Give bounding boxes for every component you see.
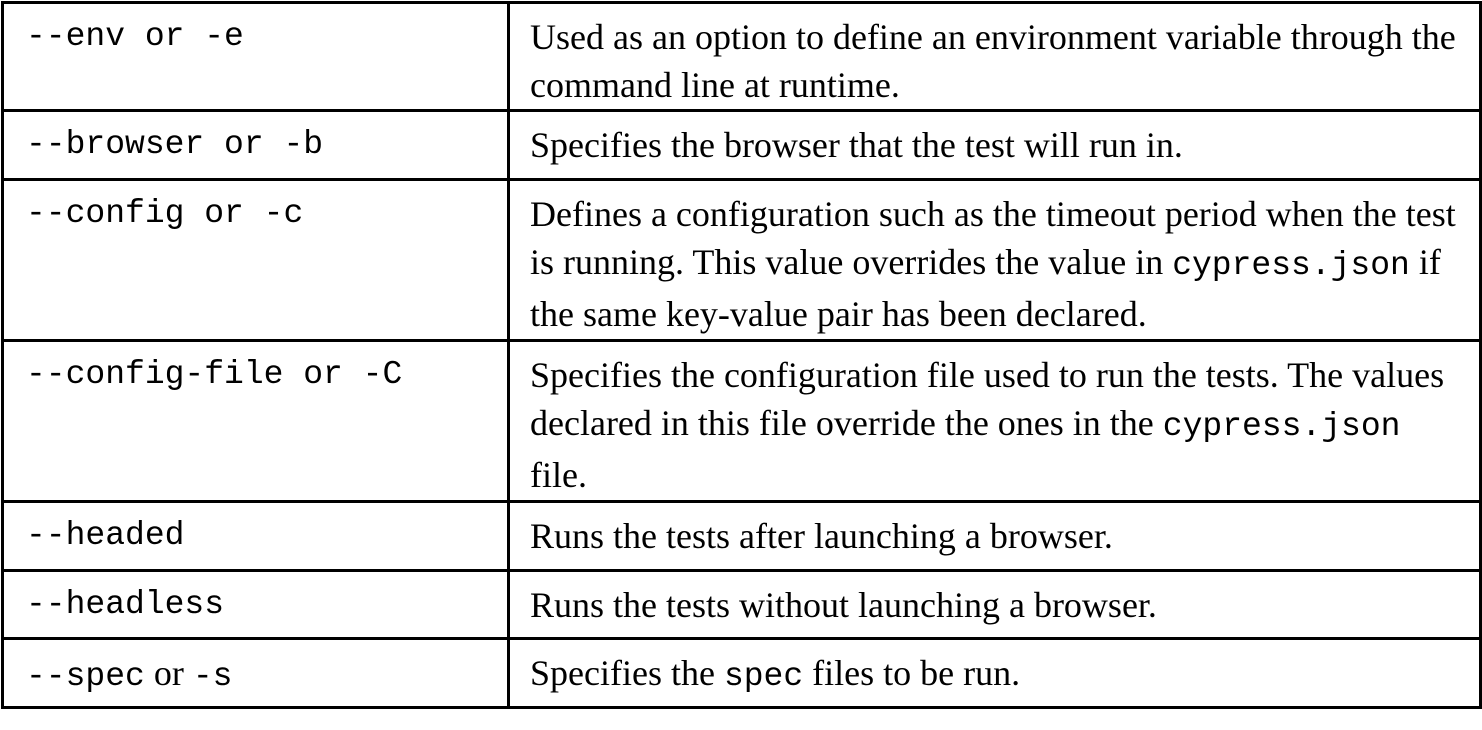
description-text: Defines a configuration such as the time…: [530, 194, 1456, 282]
option-cell: --spec or -s: [1, 637, 510, 709]
inline-code: cypress.json: [1172, 247, 1410, 284]
description-text: if the same key-value pair has been decl…: [530, 242, 1441, 334]
description-cell: Defines a configuration such as the time…: [507, 178, 1482, 342]
table-row: --config-file or -C Specifies the config…: [1, 339, 1482, 503]
option-cell: --browser or -b: [1, 109, 510, 181]
description-cell: Specifies the configuration file used to…: [507, 339, 1482, 503]
description-cell: Runs the tests without launching a brows…: [507, 569, 1482, 640]
description-text: Specifies the: [530, 653, 724, 693]
option-cell: --headless: [1, 569, 510, 640]
description-text: files to be run.: [803, 653, 1021, 693]
option-cell: --config or -c: [1, 178, 510, 342]
cli-options-table: --env or -e Used as an option to define …: [1, 1, 1482, 709]
option-cell: --config-file or -C: [1, 339, 510, 503]
option-cell: --env or -e: [1, 1, 510, 112]
description-text: file.: [530, 455, 587, 495]
inline-code: cypress.json: [1162, 408, 1401, 445]
option-flag-long: --spec: [26, 658, 145, 695]
table-row: --browser or -b Specifies the browser th…: [1, 109, 1482, 181]
table-row: --headless Runs the tests without launch…: [1, 569, 1482, 640]
inline-code: spec: [723, 658, 804, 695]
table-row: --config or -c Defines a configuration s…: [1, 178, 1482, 342]
description-cell: Specifies the spec files to be run.: [507, 637, 1482, 709]
table-row: --spec or -s Specifies the spec files to…: [1, 637, 1482, 709]
description-cell: Used as an option to define an environme…: [507, 1, 1482, 112]
description-cell: Specifies the browser that the test will…: [507, 109, 1482, 181]
description-cell: Runs the tests after launching a browser…: [507, 500, 1482, 572]
option-cell: --headed: [1, 500, 510, 572]
table-row: --headed Runs the tests after launching …: [1, 500, 1482, 572]
description-text: Specifies the configuration file used to…: [530, 355, 1445, 443]
option-separator: or: [144, 653, 193, 693]
table-row: --env or -e Used as an option to define …: [1, 1, 1482, 112]
option-flag-short: -s: [192, 658, 233, 695]
